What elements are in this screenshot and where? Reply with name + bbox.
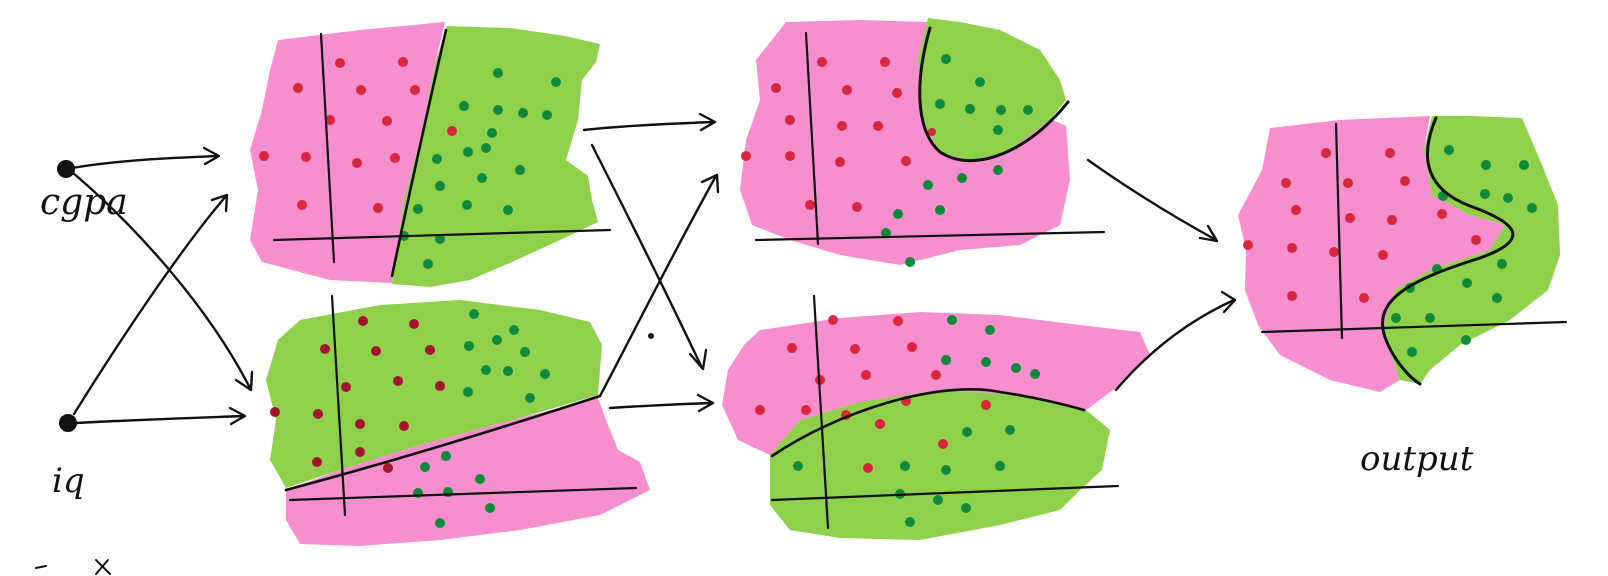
input-node-cgpa (57, 160, 75, 178)
region-green (392, 26, 600, 287)
axes (288, 294, 638, 517)
input-label-iq: iq (52, 461, 85, 501)
output-label: output (1360, 439, 1474, 479)
arrows-layer2-to-output (1086, 158, 1237, 392)
input-node-iq (59, 414, 77, 432)
panel-layer2-top (740, 18, 1106, 267)
axes (754, 31, 1106, 246)
arrows-layer1-to-layer2 (582, 112, 720, 413)
points-red (741, 57, 936, 212)
points-green (793, 315, 1040, 527)
points-red (1243, 148, 1481, 303)
region-pink (740, 20, 1070, 265)
decision-boundary-curve (770, 388, 1086, 458)
panel-layer1-bottom (266, 294, 650, 546)
arrows-input-to-layer1 (70, 146, 254, 426)
decision-boundary-line (284, 394, 602, 492)
stray-mark (35, 559, 111, 575)
region-pink (286, 398, 650, 546)
axes (1260, 122, 1568, 340)
decision-boundary-curve (918, 26, 1070, 163)
panel-output: output (1238, 116, 1568, 479)
region-green (770, 390, 1110, 540)
axes (272, 32, 612, 264)
points-green (399, 68, 561, 269)
decision-boundary-line (390, 28, 448, 278)
region-pink (1238, 116, 1505, 392)
input-label-cgpa: cgpa (40, 182, 128, 223)
region-pink (722, 312, 1150, 455)
region-green (266, 300, 602, 488)
decision-boundary-s-curve (1381, 116, 1515, 386)
points-green (881, 54, 1033, 267)
axes (770, 294, 1120, 530)
panel-layer1-top (250, 22, 612, 287)
panel-layer2-bottom (722, 294, 1150, 540)
points-red (270, 316, 445, 473)
points-red (755, 315, 991, 473)
region-green (918, 18, 1066, 162)
points-green (1391, 145, 1537, 357)
points-red (259, 57, 457, 213)
